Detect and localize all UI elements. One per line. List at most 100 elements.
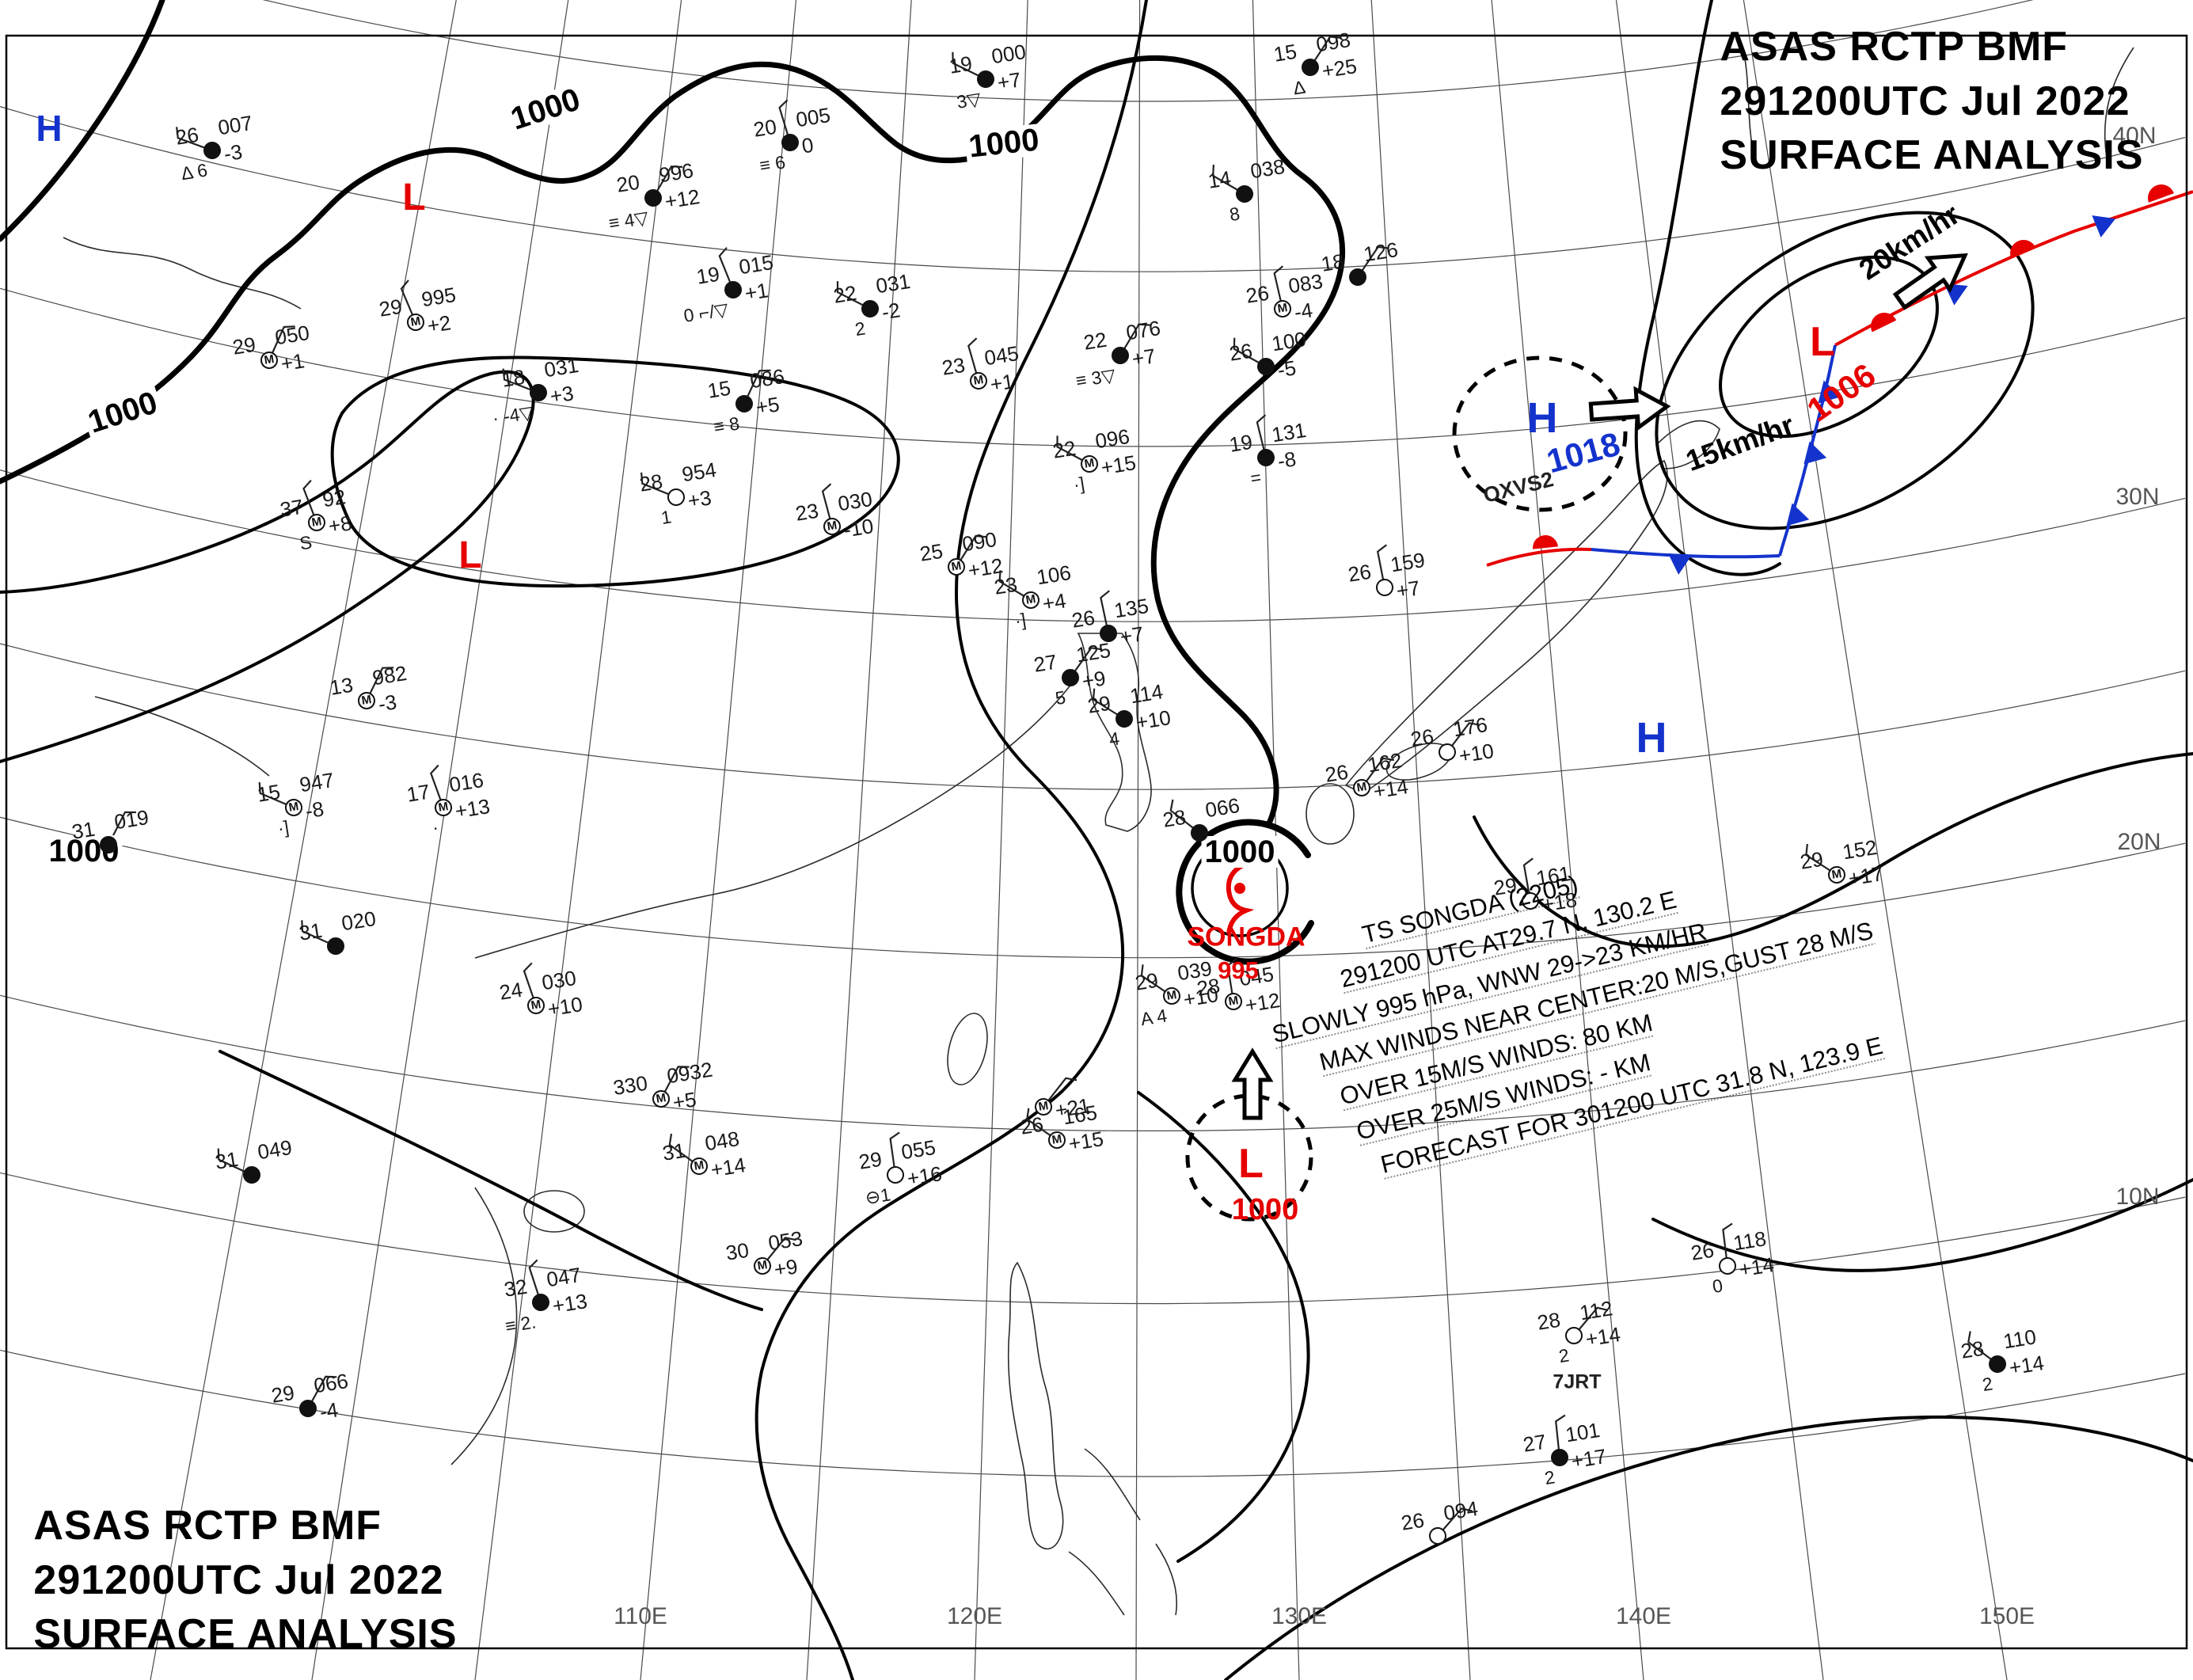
wind-barb xyxy=(108,811,136,846)
meridian-line xyxy=(311,0,569,1680)
wind-barb xyxy=(1573,1306,1609,1336)
latitude-label: 20N xyxy=(2117,829,2161,855)
station-temperature: 17 xyxy=(405,779,431,807)
wind-barb xyxy=(430,764,445,808)
station-temperature: 330 xyxy=(611,1070,649,1100)
station-pressure: 016 xyxy=(447,767,485,797)
arrow-20kmhr xyxy=(1892,253,1968,310)
station-temperature: 26 xyxy=(1018,1112,1045,1139)
station-extra: ≡ 8 xyxy=(712,412,741,438)
station-temperature: 15 xyxy=(255,779,282,807)
station-tendency: -10 xyxy=(842,514,876,542)
wind-barb xyxy=(1100,590,1110,634)
station-temperature: 28 xyxy=(1535,1307,1562,1335)
wind-barb xyxy=(1273,265,1284,310)
station-pressure: 055 xyxy=(899,1135,937,1165)
station-temperature: 15 xyxy=(1271,39,1298,67)
low-pressure-center: L xyxy=(1810,319,1835,365)
station-temperature: 25 xyxy=(918,538,944,566)
wind-barb xyxy=(528,1259,542,1303)
station-pressure: 92 xyxy=(321,485,348,512)
coastlines xyxy=(63,43,2134,1616)
wind-barb xyxy=(718,247,735,291)
station-pressure: 131 xyxy=(1270,417,1308,447)
latitude-label: 40N xyxy=(2112,123,2157,149)
station-tendency: -8 xyxy=(1275,447,1298,473)
longitude-label: 120E xyxy=(946,1603,1003,1629)
longitude-label: 150E xyxy=(1978,1603,2035,1629)
meridian-line xyxy=(1135,0,1141,1680)
station-temperature: 29 xyxy=(1133,967,1160,995)
station-tendency: +8 xyxy=(326,511,354,538)
station-pressure: 094 xyxy=(1442,1496,1480,1526)
wind-barb xyxy=(1026,1108,1058,1141)
station-temperature: 28 xyxy=(1959,1336,1986,1363)
wind-barb xyxy=(668,1133,700,1167)
station-temperature: 26 xyxy=(1244,280,1271,308)
latitude-label: 10N xyxy=(2115,1184,2160,1210)
station-temperature: 22 xyxy=(831,280,858,308)
meridian-line xyxy=(640,0,797,1680)
station-pressure: 106 xyxy=(1035,560,1073,590)
station-tendency: +4 xyxy=(1040,588,1068,616)
high-pressure-center: H xyxy=(1526,394,1558,442)
meridian-line xyxy=(150,0,457,1680)
station-tendency: +9 xyxy=(1080,666,1108,694)
station-tendency: +13 xyxy=(453,794,492,823)
station-temperature: 28 xyxy=(637,469,664,496)
station-extra: ≡ 2. xyxy=(504,1311,538,1337)
isobar-label: 1000 xyxy=(1201,836,1279,868)
wind-barbs xyxy=(108,36,1998,1537)
arrow-songda-low xyxy=(1231,1047,1274,1120)
station-tendency: +14 xyxy=(2007,1351,2046,1380)
station-pressure: 007 xyxy=(216,110,254,140)
wind-barb xyxy=(301,920,336,948)
station-tendency: +14 xyxy=(709,1153,747,1182)
dashed-circles xyxy=(1185,355,1628,1222)
wind-barb xyxy=(1357,245,1389,278)
station-pressure: 000 xyxy=(990,39,1028,69)
map-border xyxy=(5,34,2188,1650)
station-pressure: 954 xyxy=(680,457,718,487)
station-tendency: +9 xyxy=(772,1254,800,1282)
station-tendency: +1 xyxy=(743,278,770,306)
station-pressure: 165 xyxy=(1061,1100,1099,1130)
wind-barb xyxy=(743,369,771,405)
cold-front-symbols xyxy=(1668,215,2116,575)
wind-barb xyxy=(1070,647,1103,678)
low-pressure-center: L xyxy=(458,534,482,576)
station-pressure: 995 xyxy=(420,282,458,312)
low-pressure-center: L xyxy=(1238,1141,1264,1187)
longitude-label: 140E xyxy=(1615,1603,1672,1629)
station-temperature: 29 xyxy=(230,332,257,359)
parallel-line xyxy=(0,469,2186,622)
station-extra: ≡ 6 xyxy=(758,151,787,177)
station-tendency: +15 xyxy=(1099,450,1138,480)
station-tendency: +16 xyxy=(905,1161,944,1191)
storm-pressure-label: 995 xyxy=(1218,956,1259,984)
station-temperature: 20 xyxy=(614,169,641,197)
wind-barb xyxy=(640,472,677,499)
warm-front-symbols xyxy=(1533,184,2174,549)
station-temperature: 18 xyxy=(1319,249,1346,276)
station-temperature: 23 xyxy=(793,498,820,526)
station-tendency: +7 xyxy=(995,67,1023,95)
station-temperature: 26 xyxy=(1227,338,1254,366)
station-pressure: 100 xyxy=(1270,326,1308,356)
parallel-line xyxy=(0,1172,2186,1305)
station-pressure: 176 xyxy=(1451,712,1489,742)
station-tendency: +10 xyxy=(1457,739,1496,768)
station-pressure: 996 xyxy=(657,158,695,188)
station-pressure: 031 xyxy=(874,268,912,298)
parallel-line xyxy=(0,994,2186,1132)
station-temperature: 26 xyxy=(1689,1237,1716,1265)
wind-barb xyxy=(1437,1507,1473,1537)
movement-arrows xyxy=(1231,253,1968,1120)
station-pressure: 112 xyxy=(1578,1296,1614,1325)
station-pressure: 050 xyxy=(273,320,311,350)
wind-barb xyxy=(1361,757,1395,789)
meridian-line xyxy=(1615,0,1824,1680)
wind-barb xyxy=(998,570,1032,601)
station-temperature: 23 xyxy=(992,572,1019,599)
station-tendency: -2 xyxy=(880,298,903,325)
